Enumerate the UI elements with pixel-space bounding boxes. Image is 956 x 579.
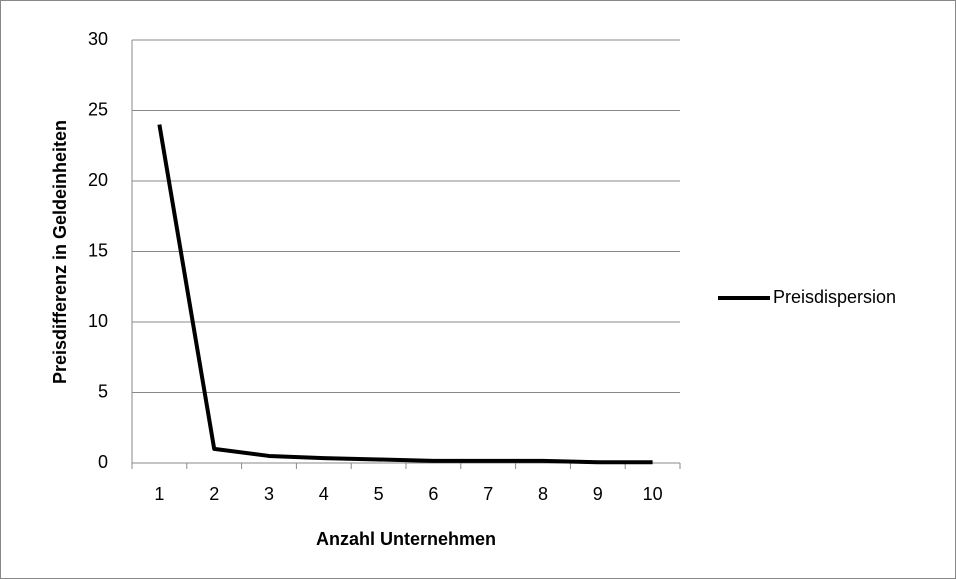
x-tick-label: 9 [593, 484, 603, 504]
x-tick-label: 4 [319, 484, 329, 504]
x-tick-label: 5 [374, 484, 384, 504]
y-tick-label: 10 [88, 311, 108, 331]
y-tick-label: 5 [98, 381, 108, 401]
x-tick-label: 1 [154, 484, 164, 504]
data-line [157, 124, 653, 465]
x-tick-label: 7 [483, 484, 493, 504]
y-tick-label: 0 [98, 452, 108, 472]
y-axis-label: Preisdifferenz in Geldeinheiten [50, 120, 70, 384]
x-tick-label: 3 [264, 484, 274, 504]
legend-label: Preisdispersion [773, 287, 896, 307]
x-tick-label: 2 [209, 484, 219, 504]
x-axis-label: Anzahl Unternehmen [316, 529, 496, 549]
y-tick-label: 15 [88, 240, 108, 260]
x-tick-label: 8 [538, 484, 548, 504]
y-tick-label: 20 [88, 170, 108, 190]
y-tick-label: 25 [88, 99, 108, 119]
x-tick-label: 6 [428, 484, 438, 504]
y-tick-label: 30 [88, 29, 108, 49]
x-tick-label: 10 [643, 484, 663, 504]
